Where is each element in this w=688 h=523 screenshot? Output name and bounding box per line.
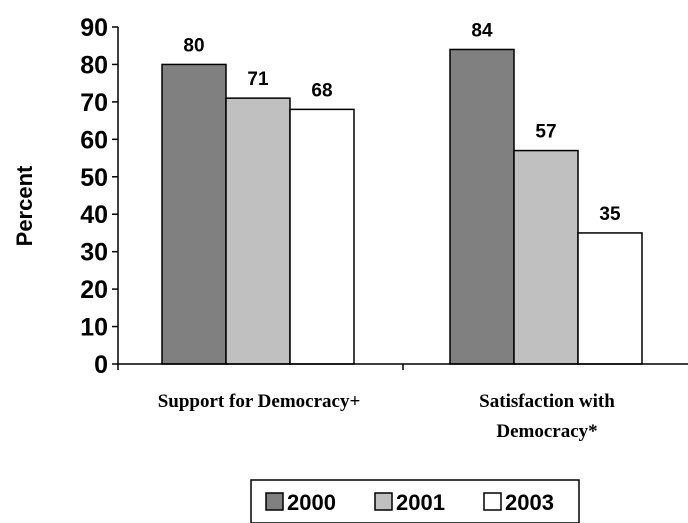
bar-2003-1 <box>577 232 643 365</box>
data-label-2001-0: 71 <box>247 69 269 90</box>
bar-2000-0 <box>161 63 227 365</box>
y-tick-label: 10 <box>80 314 108 342</box>
legend: 2000 2001 2003 <box>250 479 580 523</box>
category-labels: Support for Democracy+ Satisfaction with D… <box>158 391 616 442</box>
data-label-2003-1: 35 <box>599 204 621 225</box>
data-labels: 80 71 68 84 57 35 <box>183 20 621 224</box>
bar-2003-0 <box>289 108 355 365</box>
data-label-2000-1: 84 <box>471 20 493 41</box>
bar-2001-0 <box>225 97 291 365</box>
legend-swatch-2001 <box>374 492 393 511</box>
y-tick-label: 70 <box>80 89 108 117</box>
y-tick-label: 30 <box>80 239 108 267</box>
y-tick-label: 90 <box>80 14 108 42</box>
legend-swatch-2000 <box>265 492 284 511</box>
data-label-2003-0: 68 <box>311 80 332 101</box>
legend-swatch-2003 <box>483 492 502 511</box>
y-tick-label: 80 <box>80 51 108 79</box>
y-tick-label: 50 <box>80 164 108 192</box>
category-label: Satisfaction with <box>479 391 615 412</box>
legend-label-2001: 2001 <box>396 490 445 515</box>
y-tick-label: 20 <box>80 276 108 304</box>
bar-2001-1 <box>513 149 579 365</box>
y-tick-label: 40 <box>80 201 108 229</box>
data-label-2001-1: 57 <box>535 122 556 143</box>
bars <box>161 48 643 365</box>
y-axis-title: Percent <box>12 165 37 246</box>
category-label: Democracy* <box>496 421 597 442</box>
x-axis <box>117 363 688 370</box>
y-tick-label: 60 <box>80 126 108 154</box>
bar-2000-1 <box>449 48 515 365</box>
category-label: Support for Democracy+ <box>158 391 361 412</box>
y-tick-label: 0 <box>94 351 108 379</box>
legend-box <box>250 479 580 523</box>
y-axis: 0 10 20 30 40 50 60 70 80 90 <box>80 14 119 379</box>
legend-label-2003: 2003 <box>505 490 554 515</box>
legend-label-2000: 2000 <box>287 490 336 515</box>
data-label-2000-0: 80 <box>183 35 204 56</box>
